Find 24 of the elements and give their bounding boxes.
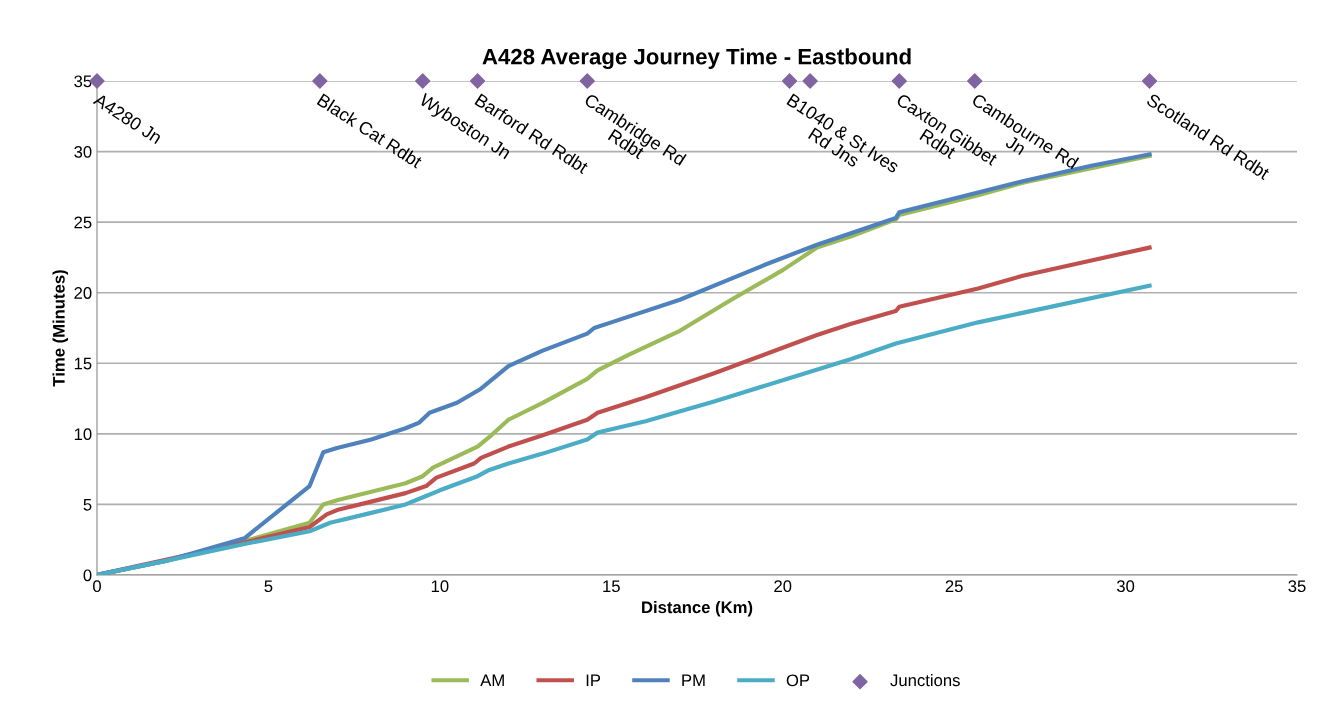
legend-label: AM: [480, 674, 504, 687]
x-tick-label: 5: [264, 580, 273, 593]
y-tick-label: 25: [74, 216, 92, 229]
x-tick-label: 25: [945, 580, 963, 593]
legend-label: OP: [786, 674, 810, 687]
y-tick-label: 35: [74, 75, 92, 88]
y-axis-title: Time (Minutes): [52, 270, 69, 387]
y-tick-label: 10: [74, 428, 92, 441]
legend-label: PM: [682, 674, 705, 687]
x-axis-title: Distance (Km): [642, 600, 753, 617]
x-tick-label: 0: [93, 580, 101, 593]
x-tick-label: 20: [774, 580, 792, 593]
x-tick-label: 15: [603, 580, 620, 593]
x-tick-label: 10: [431, 580, 449, 593]
y-tick-label: 30: [74, 145, 92, 158]
legend-label: Junctions: [890, 673, 960, 687]
y-tick-label: 5: [83, 499, 92, 511]
y-tick-label: 15: [74, 357, 92, 370]
y-tick-label: 20: [74, 287, 92, 299]
x-tick-label: 35: [1288, 580, 1306, 593]
y-tick-label: 0: [83, 569, 92, 582]
legend-label: IP: [586, 674, 601, 687]
x-tick-label: 30: [1116, 580, 1135, 593]
chart-title: A428 Average Journey Time - Eastbound: [482, 48, 911, 70]
